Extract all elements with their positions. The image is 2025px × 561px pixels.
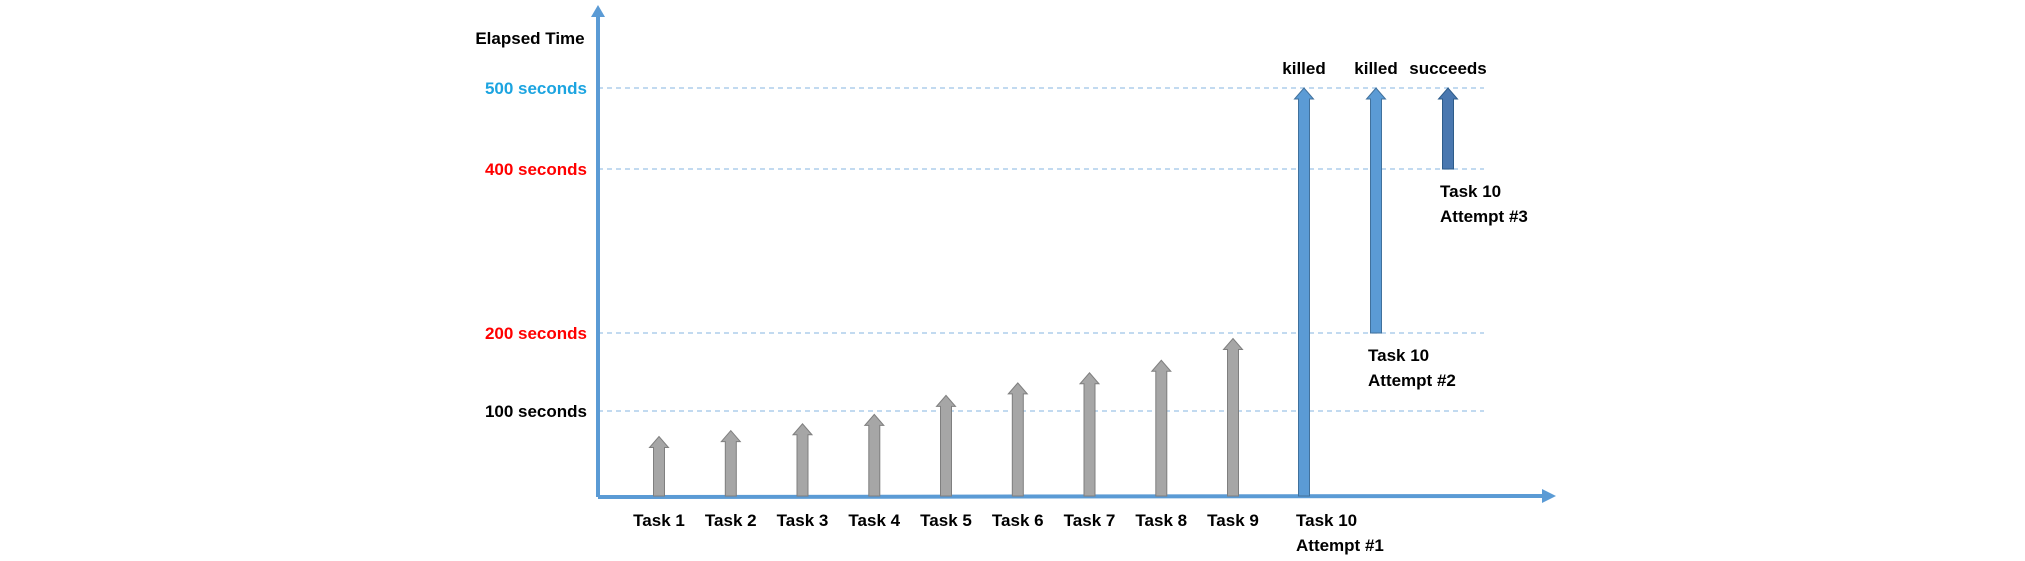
attempt-label: Attempt #2 (1368, 371, 1456, 390)
attempt-arrow (1293, 87, 1315, 497)
task-arrow (935, 394, 957, 497)
attempt-status-label: killed (1354, 59, 1397, 78)
task-label: Task 9 (1207, 511, 1259, 530)
attempt-label: Task 10 (1296, 511, 1357, 530)
task-arrow (1222, 337, 1244, 497)
x-axis-arrowhead (1542, 489, 1556, 503)
attempt-arrow (1437, 87, 1459, 170)
y-axis-label: 400 seconds (485, 160, 587, 179)
axes (591, 5, 1556, 503)
x-axis (597, 494, 1545, 499)
attempt-status-label: killed (1282, 59, 1325, 78)
attempt-label: Attempt #1 (1296, 536, 1384, 555)
attempt-status-label: succeeds (1409, 59, 1487, 78)
task-arrow (1150, 359, 1172, 497)
gridlines (598, 87, 1484, 412)
task-label: Task 2 (705, 511, 757, 530)
task-label: Task 8 (1135, 511, 1187, 530)
y-axis-label: 200 seconds (485, 324, 587, 343)
task-label: Task 3 (777, 511, 829, 530)
attempt-label: Task 10 (1368, 346, 1429, 365)
task-label: Task 7 (1064, 511, 1116, 530)
attempt-arrows: killed Task 10 Attempt #1 killed Task 10 Atte… (1282, 59, 1528, 555)
task-arrows: Task 1 Task 2 Task 3 Task 4 Task 5 Task 6 Task… (633, 337, 1259, 530)
y-axis-label: 100 seconds (485, 402, 587, 421)
attempt-label: Attempt #3 (1440, 207, 1528, 226)
attempt-arrow (1365, 87, 1387, 334)
task-label: Task 6 (992, 511, 1044, 530)
y-axis-title: Elapsed Time (475, 29, 584, 48)
task-label: Task 5 (920, 511, 972, 530)
task-arrow (720, 429, 742, 497)
y-axis-labels: 500 seconds 400 seconds 200 seconds 100 sec… (485, 79, 587, 421)
task-arrow (648, 435, 670, 497)
y-axis-arrowhead (591, 5, 605, 17)
task-label: Task 1 (633, 511, 685, 530)
task-label: Task 4 (848, 511, 900, 530)
task-arrow (1078, 372, 1101, 497)
y-axis-label: 500 seconds (485, 79, 587, 98)
attempt-label: Task 10 (1440, 182, 1501, 201)
task-arrow (791, 423, 814, 497)
task-arrow (1007, 382, 1029, 497)
task-arrow (863, 413, 885, 497)
